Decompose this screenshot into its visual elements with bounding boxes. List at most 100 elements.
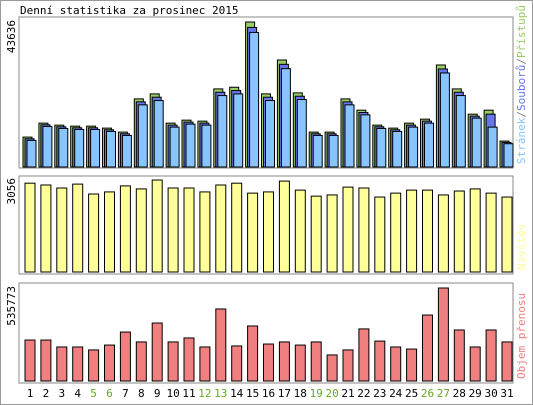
x-tick-label: 25 — [405, 387, 418, 400]
y-tick-label: 535773 — [5, 286, 18, 326]
bar — [424, 122, 434, 168]
chart-title: Denní statistika za prosinec 2015 — [20, 4, 239, 17]
bar — [185, 123, 196, 168]
bar — [183, 187, 195, 273]
bar — [390, 346, 402, 382]
bar — [56, 346, 68, 382]
x-tick-label: 22 — [357, 387, 370, 400]
bar — [344, 104, 355, 168]
bar — [390, 192, 402, 273]
legend-entry: Objem přenosu — [515, 293, 528, 379]
x-tick-label: 20 — [325, 387, 338, 400]
x-tick-label: 7 — [122, 387, 129, 400]
legend: Objem přenosu — [515, 293, 528, 379]
bar — [247, 192, 259, 273]
bar — [74, 128, 85, 168]
bar — [88, 193, 100, 273]
legend-entry: Přístupů — [515, 5, 528, 58]
bar — [310, 341, 322, 382]
x-tick-label: 27 — [437, 387, 450, 400]
bar — [280, 68, 291, 168]
bar — [485, 192, 497, 273]
bar — [358, 187, 370, 273]
x-tick-label: 1 — [27, 387, 34, 400]
legend: Stránek/Souborů/Přístupů — [515, 5, 528, 164]
bar — [294, 189, 306, 273]
bar — [201, 124, 212, 168]
bar — [151, 179, 163, 273]
bar — [88, 349, 100, 382]
bar — [439, 72, 450, 168]
bar — [183, 337, 195, 382]
x-tick-label: 24 — [389, 387, 403, 400]
bar — [406, 348, 418, 382]
bar — [42, 125, 53, 168]
bar — [135, 188, 147, 273]
bar — [26, 139, 37, 168]
x-tick-label: 19 — [310, 387, 323, 400]
x-tick-label: 2 — [43, 387, 50, 400]
bar — [72, 346, 84, 382]
bar — [294, 344, 306, 382]
legend-entry: Stránek — [515, 117, 528, 164]
bar — [58, 127, 69, 168]
bar — [231, 345, 243, 382]
x-tick-label: 16 — [262, 387, 275, 400]
bar — [199, 346, 211, 382]
bar — [263, 191, 274, 273]
bar — [231, 182, 243, 273]
x-tick-label: 9 — [154, 387, 161, 400]
bar — [249, 31, 260, 168]
bar — [119, 185, 131, 273]
bar — [167, 341, 179, 382]
bar — [358, 328, 370, 382]
x-tick-label: 10 — [166, 387, 179, 400]
x-tick-label: 15 — [246, 387, 259, 400]
bar — [503, 143, 514, 168]
bar — [485, 329, 497, 382]
bar — [217, 95, 228, 168]
bar — [437, 287, 449, 382]
x-tick-label: 29 — [469, 387, 482, 400]
bar — [326, 354, 338, 382]
bar — [199, 191, 211, 273]
x-tick-label: 23 — [373, 387, 386, 400]
bar — [296, 99, 307, 168]
bar — [374, 340, 386, 382]
x-tick-label: 14 — [230, 387, 244, 400]
legend-entry: Návštěv — [515, 223, 528, 270]
bar — [437, 194, 449, 273]
bar — [24, 339, 36, 382]
x-tick-label: 11 — [182, 387, 195, 400]
bar — [135, 341, 147, 382]
bar — [374, 196, 386, 273]
bar — [487, 126, 498, 168]
bar — [469, 346, 481, 382]
x-tick-label: 28 — [453, 387, 466, 400]
bar — [469, 188, 481, 273]
y-tick-label: 3056 — [5, 178, 18, 205]
bar — [342, 349, 354, 382]
x-tick-label: 13 — [214, 387, 227, 400]
bar — [471, 117, 482, 168]
legend-entry: Souborů — [515, 65, 528, 111]
bar — [247, 325, 259, 382]
legend-separator: / — [515, 111, 528, 118]
bar — [72, 183, 84, 273]
bar — [40, 184, 52, 273]
bar — [169, 126, 180, 168]
x-tick-label: 4 — [74, 387, 81, 400]
bar — [310, 195, 322, 273]
bar — [56, 187, 68, 273]
x-tick-label: 26 — [421, 387, 434, 400]
x-tick-label: 30 — [484, 387, 497, 400]
bar — [422, 189, 433, 273]
y-tick-label: 43636 — [5, 20, 18, 53]
x-tick-label: 18 — [294, 387, 307, 400]
bar — [167, 187, 179, 273]
x-tick-label: 5 — [90, 387, 97, 400]
bar — [90, 128, 101, 168]
bar — [376, 127, 387, 168]
x-tick-label: 21 — [341, 387, 354, 400]
